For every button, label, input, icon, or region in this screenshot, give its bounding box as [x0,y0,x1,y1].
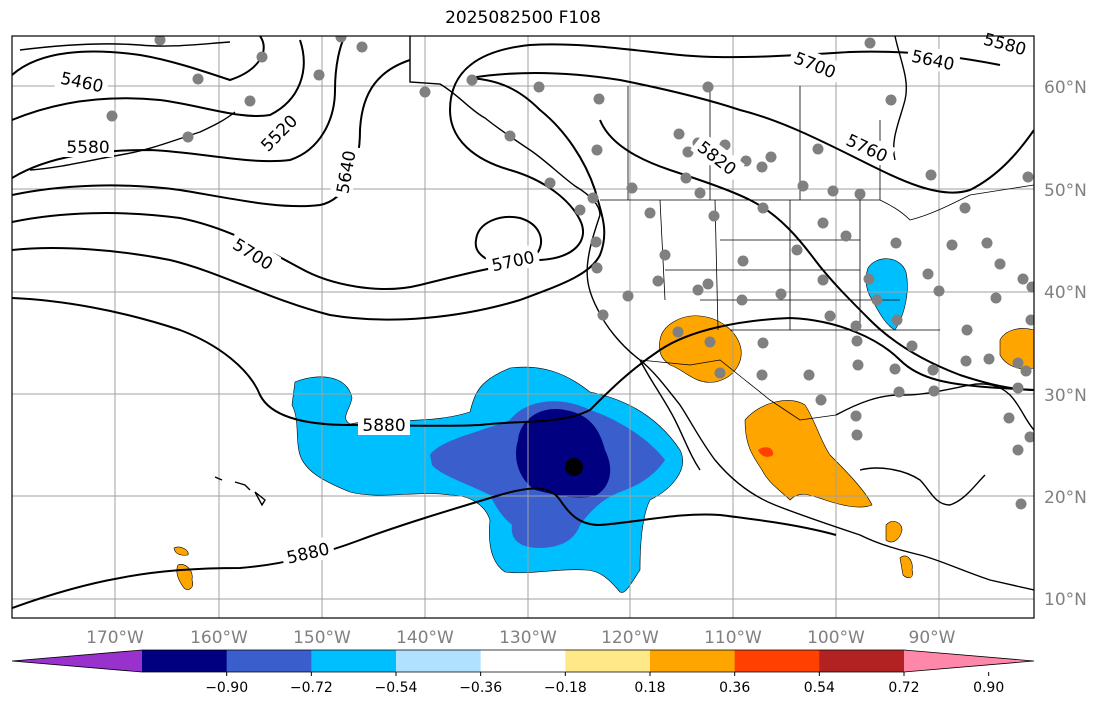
us-mexico-border [639,359,837,421]
colorbar-segment [396,650,482,672]
contour-5460 [12,36,265,82]
station-markers [106,36,1034,510]
lon-label: 120°W [601,628,659,648]
aleutians [29,111,236,171]
colorbar-tick-label: 0.90 [973,680,1004,696]
lat-label: 60°N [1044,78,1087,98]
storm-center-marker [565,458,583,476]
colorbar-segment [311,650,397,672]
colorbar-tick-label: 0.36 [719,680,750,696]
arctic-coast [19,41,231,51]
contour-label: 5580 [66,138,109,158]
us-canada-border [600,184,1034,221]
colorbar-segment [650,650,736,672]
lon-label: 140°W [396,628,454,648]
west-coast [586,214,1034,591]
colorbar-segment [734,650,820,672]
contour-label: 5880 [362,416,405,436]
longitude-labels: 170°W 160°W 150°W 140°W 130°W 120°W 110°… [86,628,956,648]
colorbar-tick-label: −0.54 [375,680,418,696]
contour-5640-west [12,59,411,208]
contour-5880-south [12,487,837,609]
shade-pos-054-mexico [758,447,774,457]
hudson-coast [893,36,908,161]
shade-pos-036-central-america [885,521,913,579]
contour-5520 [12,39,305,121]
lat-label: 40°N [1044,283,1087,303]
colorbar-segment [565,650,651,672]
map-title: 2025082500 F108 [445,8,601,28]
contour-5760 [12,71,1034,321]
colorbar-tick-label: 0.54 [804,680,835,696]
colorbar-extend-high [904,650,1034,672]
colorbar-tick-label: −0.90 [205,680,248,696]
lat-label: 20°N [1044,488,1087,508]
colorbar-segment [142,650,228,672]
lon-label: 150°W [293,628,351,648]
lon-label: 110°W [704,628,762,648]
lon-label: 90°W [909,628,956,648]
contour-5700-closed [474,216,542,263]
lon-label: 130°W [499,628,557,648]
latitude-labels: 60°N 50°N 40°N 30°N 20°N 10°N [1044,78,1087,610]
colorbar-tick-label: 0.72 [888,680,919,696]
baja-coast [639,359,701,471]
colorbar-segment [819,650,905,672]
colorbar: −0.90 −0.72 −0.54 −0.36 −0.18 0.18 0.36 0.54 0.7… [11,649,1035,696]
political-borders [600,86,1034,421]
lat-label: 50°N [1044,181,1087,201]
colorbar-tick-label: −0.36 [459,680,502,696]
shade-pos-036-mexico [744,400,873,508]
colorbar-segment [480,650,566,672]
graticule [12,36,1034,618]
lon-label: 170°W [86,628,144,648]
plot-frame [11,35,1035,619]
shade-pos-036-east [999,328,1034,370]
colorbar-segment [226,650,312,672]
height-contours [12,36,1034,609]
shade-pos-036-hawaii [173,546,193,590]
shade-neg-072 [515,409,611,498]
colorbar-outline [11,649,1035,673]
lat-label: 10°N [1044,590,1087,610]
alaska-coast [409,36,601,216]
lat-label: 30°N [1044,386,1087,406]
yucatan-coast [859,467,986,506]
colorbar-extend-low [12,650,142,672]
contour-5820 [599,119,1034,391]
contour-5880-north [12,297,1034,427]
state-lines [659,199,940,331]
lon-label: 100°W [807,628,865,648]
colorbar-tick-label: −0.18 [544,680,587,696]
hawaii [214,476,266,507]
lon-label: 160°W [190,628,248,648]
colorbar-tick-label: −0.72 [290,680,333,696]
colorbar-tick-label: 0.18 [634,680,665,696]
